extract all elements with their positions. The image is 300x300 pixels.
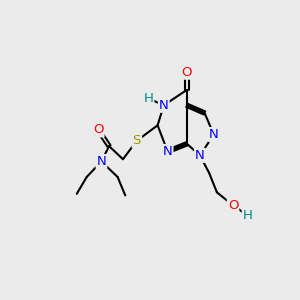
Text: N: N bbox=[97, 155, 106, 168]
Text: O: O bbox=[93, 123, 104, 136]
Text: O: O bbox=[182, 66, 192, 79]
Text: N: N bbox=[159, 99, 169, 112]
Text: S: S bbox=[133, 134, 141, 147]
Text: H: H bbox=[143, 92, 153, 105]
Text: N: N bbox=[163, 145, 172, 158]
Text: N: N bbox=[209, 128, 219, 141]
Text: H: H bbox=[243, 209, 253, 222]
Text: N: N bbox=[195, 149, 205, 162]
Text: O: O bbox=[228, 199, 238, 212]
